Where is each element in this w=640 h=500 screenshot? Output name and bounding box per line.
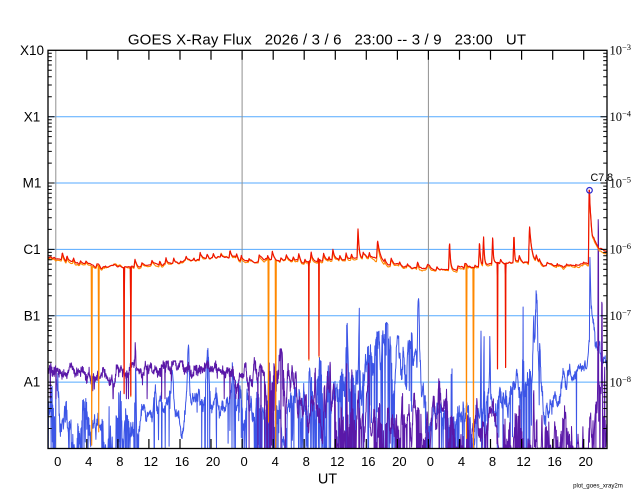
svg-text:B1: B1 [24,308,41,323]
svg-text:16: 16 [547,454,561,469]
svg-text:C1: C1 [23,242,40,257]
svg-text:8: 8 [303,454,310,469]
svg-text:20: 20 [392,454,406,469]
svg-text:4: 4 [458,454,465,469]
svg-text:8: 8 [489,454,496,469]
svg-text:16: 16 [361,454,375,469]
svg-text:4: 4 [272,454,279,469]
svg-text:0: 0 [240,454,247,469]
svg-text:X10: X10 [20,43,44,58]
svg-text:UT: UT [318,472,337,488]
svg-text:0: 0 [54,454,61,469]
svg-text:12: 12 [144,454,158,469]
svg-text:GOES X-Ray Flux 2026 / 3 / 6: GOES X-Ray Flux 2026 / 3 / 6 23:00 -- 3 … [128,31,526,48]
svg-text:C7.8: C7.8 [591,172,614,184]
svg-text:4: 4 [85,454,92,469]
svg-text:12: 12 [516,454,530,469]
svg-text:20: 20 [578,454,592,469]
svg-text:12: 12 [330,454,344,469]
svg-text:plot_goes_xray2m: plot_goes_xray2m [573,483,623,490]
svg-text:X1: X1 [24,109,41,124]
svg-text:A1: A1 [24,375,41,390]
svg-text:8: 8 [116,454,123,469]
svg-text:M1: M1 [23,176,42,191]
svg-text:0: 0 [427,454,434,469]
svg-text:16: 16 [175,454,189,469]
svg-text:20: 20 [206,454,220,469]
